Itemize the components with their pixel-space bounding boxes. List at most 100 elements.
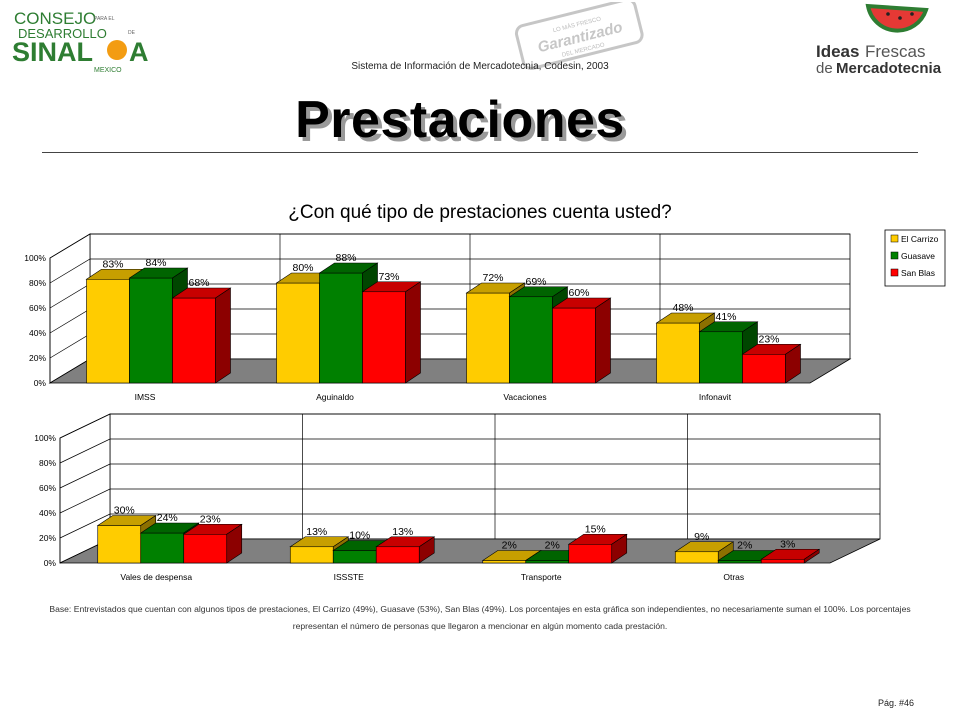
data-label: 24% [157,512,178,524]
data-label: 68% [188,277,209,289]
data-label: 80% [292,262,313,274]
bar-el-carrizo [289,546,334,564]
y-tick-label: 0% [44,558,57,568]
bar-guasave [129,277,173,384]
gridline [49,233,850,259]
codesin-logo: CONSEJO PARA EL DESARROLLO DE SINAL A ME… [12,9,149,74]
system-caption: Sistema de Información de Mercadotecnia,… [351,61,609,72]
logo-right-line2b: Mercadotecnia [836,60,942,76]
logo-right-line2a: de [816,60,833,76]
gridline [59,463,880,489]
data-label: 2% [502,540,517,552]
legend-label: El Carrizo [901,234,939,244]
data-label: 13% [306,526,327,538]
y-tick-label: 80% [29,278,46,288]
bar-san-blas [375,546,420,564]
watermelon-icon [865,3,929,33]
data-label: 84% [145,257,166,269]
y-tick-label: 100% [34,433,56,443]
bar-side-face [803,548,820,564]
data-label: 30% [114,505,135,517]
data-label: 15% [585,523,606,535]
bar-guasave [332,550,377,564]
y-tick-label: 80% [39,458,56,468]
y-tick-label: 20% [29,353,46,363]
bar-el-carrizo [674,551,719,564]
ideas-frescas-logo: Ideas Frescas de Mercadotecnia [816,3,942,76]
gridline [59,488,880,514]
gridline [59,438,880,464]
data-label: 2% [545,540,560,552]
logo-left-line1-small: PARA EL [94,16,115,22]
bar-guasave [717,560,762,564]
category-label: ISSSTE [334,572,365,582]
logo-left-line1: CONSEJO [14,9,96,28]
bar-el-carrizo [86,278,130,384]
data-label: 69% [525,276,546,288]
y-tick-label: 60% [39,483,56,493]
sun-icon [107,40,127,60]
data-label: 60% [568,287,589,299]
logo-left-line3a: SINAL [12,37,93,67]
category-label: Transporte [521,572,562,582]
data-label: 3% [780,538,795,550]
bar-side-face [226,523,243,564]
bar-guasave [140,532,185,564]
data-label: 73% [378,271,399,283]
bar-el-carrizo [466,292,510,384]
bar-side-face [215,287,231,384]
data-label: 41% [715,311,736,323]
bar-san-blas [568,543,613,564]
bar-side-face [595,297,611,384]
y-tick-label: 40% [39,508,56,518]
legend-label: Guasave [901,251,935,261]
legend-swatch [890,251,899,260]
y-tick-label: 20% [39,533,56,543]
data-label: 23% [758,333,779,345]
bar-el-carrizo [482,560,527,564]
y-tick-label: 0% [34,378,47,388]
data-label: 48% [672,302,693,314]
bar-el-carrizo [97,525,142,564]
bar-san-blas [183,533,228,564]
logo-right-line1b: Frescas [865,42,925,61]
bar-guasave [319,272,363,384]
y-tick-label: 100% [24,253,46,263]
bar-el-carrizo [656,322,700,384]
legend-swatch [890,268,899,277]
bar-san-blas [760,558,805,564]
base-note-line2: representan el número de personas que ll… [292,621,668,631]
base-note: Base: Entrevistados que cuentan con algu… [30,601,930,635]
data-label: 13% [392,526,413,538]
bar-san-blas [362,291,406,384]
bar-side-face [405,281,421,384]
category-label: IMSS [135,392,156,402]
logo-left-line3b: A [129,37,149,67]
bar-guasave [699,331,743,384]
gridline [59,513,880,539]
garantizado-seal-logo: LO MÁS FRESCO Garantizado DEL MERCADO [514,2,644,70]
data-label: 88% [335,252,356,264]
category-label: Vacaciones [503,392,546,402]
gridline [49,258,850,284]
data-label: 72% [482,272,503,284]
legend-label: San Blas [901,268,935,278]
data-label: 9% [694,531,709,543]
y-tick-label: 60% [29,303,46,313]
y-tick-label: 40% [29,328,46,338]
logo-left-line2-small: DE [128,30,136,36]
bar-guasave [509,296,553,384]
data-label: 10% [349,530,370,542]
logo-left-line4: MEXICO [94,67,122,74]
bar-side-face [418,536,435,564]
category-label: Otras [723,572,744,582]
category-label: Infonavit [699,392,732,402]
bar-side-face [785,343,801,384]
page-title: Prestaciones [295,91,625,149]
chart-question: ¿Con qué tipo de prestaciones cuenta ust… [288,202,672,223]
base-note-line1: Base: Entrevistados que cuentan con algu… [49,604,911,614]
page-number: Pág. #46 [878,698,915,708]
logo-right-line1a: Ideas [816,42,859,61]
bar-san-blas [172,297,216,384]
